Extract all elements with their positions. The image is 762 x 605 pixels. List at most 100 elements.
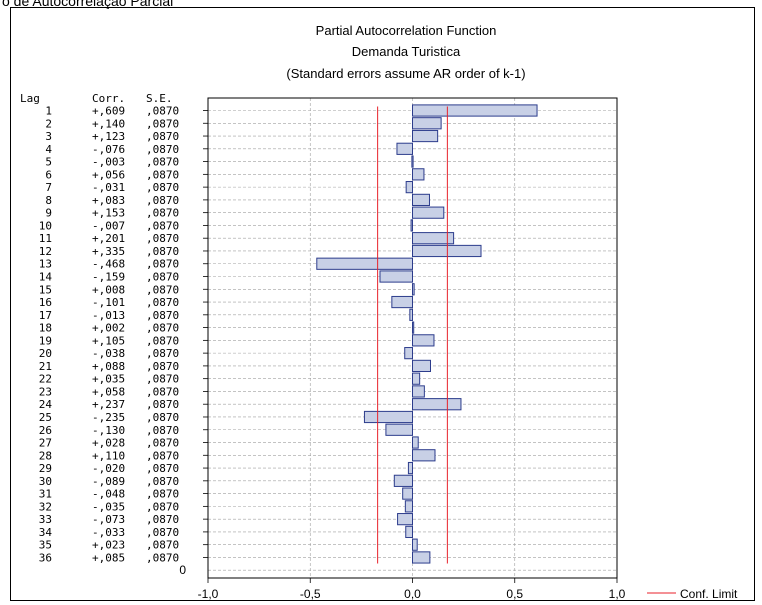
se-value: ,0870 [146, 437, 179, 450]
corr-value: -,003 [92, 156, 125, 169]
pacf-bar [412, 372, 421, 385]
corr-value: -,048 [92, 488, 125, 501]
se-value: ,0870 [146, 526, 179, 539]
se-value: ,0870 [146, 232, 179, 245]
lag-label: 11 [39, 232, 52, 245]
lag-label: 5 [45, 156, 52, 169]
zero-row-label: 0 [179, 563, 186, 577]
pacf-bar [393, 474, 413, 487]
corr-value: -,013 [92, 309, 125, 322]
lag-label: 6 [45, 168, 52, 181]
pacf-bar [412, 551, 431, 564]
corr-value: -,020 [92, 462, 125, 475]
pacf-bar [412, 206, 445, 219]
x-tick-label: 1,0 [609, 587, 626, 601]
se-value: ,0870 [146, 207, 179, 220]
pacf-bar [391, 295, 413, 309]
pacf-bar [412, 398, 462, 411]
x-tick-label: -0,5 [300, 587, 321, 601]
corr-value: -,101 [92, 296, 125, 309]
se-value: ,0870 [146, 398, 179, 411]
legend-label: Conf. Limit [680, 587, 738, 601]
pacf-bar [396, 142, 414, 155]
pacf-bar [385, 423, 414, 436]
corr-value: -,033 [92, 526, 125, 539]
lag-label: 2 [45, 117, 52, 130]
se-value: ,0870 [146, 385, 179, 398]
pacf-bar [412, 104, 538, 117]
se-value: ,0870 [146, 475, 179, 488]
lag-label: 9 [45, 207, 52, 220]
pacf-bar [412, 193, 430, 206]
conf-limit-layer [377, 106, 448, 564]
se-value: ,0870 [146, 539, 179, 552]
lag-label: 23 [39, 385, 52, 398]
se-value: ,0870 [146, 219, 179, 232]
se-value: ,0870 [146, 424, 179, 437]
lag-label: 7 [45, 181, 52, 194]
pacf-bar [412, 321, 415, 334]
corr-value: +,609 [92, 105, 125, 118]
lag-label: 12 [39, 245, 52, 258]
pacf-bar [411, 155, 414, 168]
corr-value: +,008 [92, 283, 125, 296]
corr-value: +,035 [92, 373, 125, 386]
lag-label: 33 [39, 513, 52, 526]
chart-title: Partial Autocorrelation Function [316, 23, 497, 38]
chart-subtitle: Demanda Turistica [352, 44, 461, 59]
se-value: ,0870 [146, 500, 179, 513]
lag-label: 25 [39, 411, 52, 424]
header-lag: Lag [20, 92, 40, 105]
lag-label: 21 [39, 360, 52, 373]
header-corr: Corr. [92, 92, 125, 105]
corr-value: -,235 [92, 411, 125, 424]
se-value: ,0870 [146, 411, 179, 424]
pacf-bar [412, 538, 418, 551]
pacf-bar [405, 525, 413, 539]
x-tick-label: 0,5 [506, 587, 523, 601]
se-value: ,0870 [146, 245, 179, 258]
pacf-bar [412, 334, 435, 347]
corr-value: +,335 [92, 245, 125, 258]
corr-value: -,089 [92, 475, 125, 488]
lag-label: 4 [45, 143, 52, 156]
se-value: ,0870 [146, 105, 179, 118]
lag-label: 29 [39, 462, 52, 475]
se-value: ,0870 [146, 551, 179, 564]
corr-value: -,035 [92, 500, 125, 513]
pacf-bar [409, 308, 413, 321]
pacf-bar [412, 359, 431, 372]
lag-label: 15 [39, 283, 52, 296]
lag-label: 22 [39, 373, 52, 386]
page-caption: o de Autocorrelação Parcial [2, 0, 174, 9]
bar-layer [316, 104, 538, 564]
se-value: ,0870 [146, 117, 179, 130]
chart-note: (Standard errors assume AR order of k-1) [286, 66, 525, 81]
axis-layer: -1,0 -0,5 0,0 0,5 1,0 [198, 97, 626, 601]
se-value: ,0870 [146, 322, 179, 335]
se-value: ,0870 [146, 462, 179, 475]
se-value: ,0870 [146, 130, 179, 143]
pacf-bar [412, 232, 455, 245]
corr-value: -,031 [92, 181, 125, 194]
se-value: ,0870 [146, 513, 179, 526]
lag-label: 36 [39, 551, 52, 564]
lag-label: 16 [39, 296, 52, 309]
pacf-bar [412, 168, 425, 181]
se-value: ,0870 [146, 181, 179, 194]
pacf-bar [402, 487, 413, 500]
pacf-bar [363, 410, 414, 424]
se-value: ,0870 [146, 373, 179, 386]
lag-label: 31 [39, 488, 52, 501]
x-tick-label: 0,0 [404, 587, 421, 601]
lag-label: 27 [39, 437, 52, 450]
grid-layer [207, 98, 618, 578]
lag-label: 32 [39, 500, 52, 513]
pacf-bar [397, 513, 414, 526]
corr-value: -,073 [92, 513, 125, 526]
corr-value: +,056 [92, 168, 125, 181]
corr-value: +,123 [92, 130, 125, 143]
lag-label: 34 [39, 526, 53, 539]
pacf-bar [412, 449, 436, 462]
lag-label: 18 [39, 322, 52, 335]
